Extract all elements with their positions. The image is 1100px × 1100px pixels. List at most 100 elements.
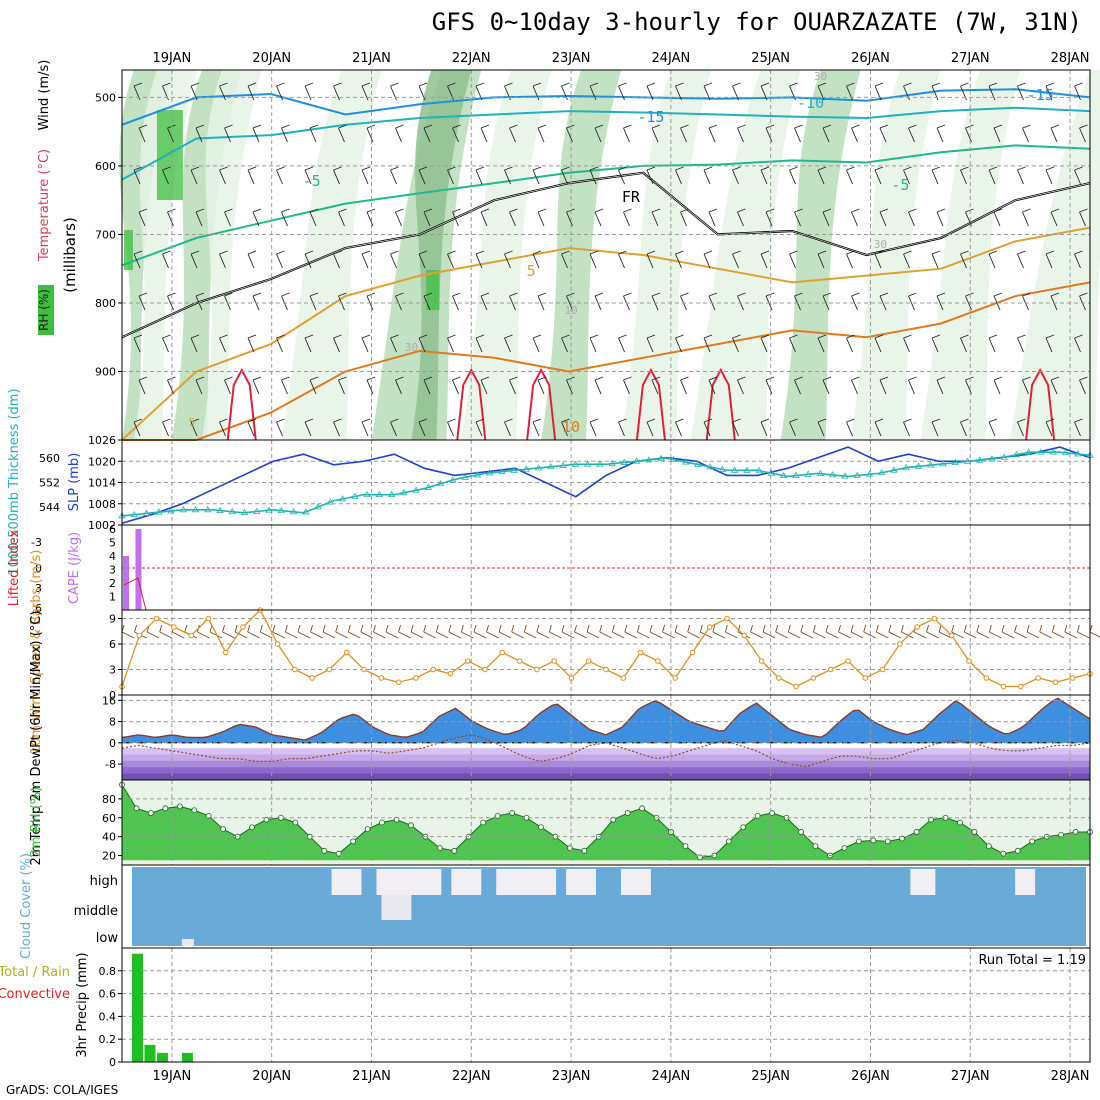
rh2m-point (855, 838, 862, 845)
wind-barb (737, 208, 746, 227)
wind-barb (675, 82, 684, 101)
thickness-tick-label: 544 (39, 501, 60, 514)
rh2m-point (581, 847, 588, 854)
warm-isotherm (705, 367, 736, 441)
wind10-barb (574, 624, 587, 639)
wind-barb (874, 250, 884, 269)
wind-barb (195, 208, 205, 227)
thickness-marker (326, 498, 335, 505)
cloud-gap-high (331, 869, 362, 895)
wind10-speed-line (121, 608, 1091, 688)
thickness-marker (657, 454, 665, 462)
wind-barb (361, 334, 371, 353)
wind-barb (452, 292, 461, 311)
thickness-tick-label: 560 (39, 452, 60, 465)
wind-barb (504, 418, 513, 437)
wind-barb (395, 208, 404, 227)
wind10-barb (624, 624, 638, 639)
rh2m-point (1029, 838, 1036, 845)
wind10-point (413, 675, 419, 681)
wind10-point (948, 632, 955, 639)
thickness-marker (191, 506, 200, 513)
wind-barb (252, 208, 262, 227)
rh-legend-swatch (38, 285, 54, 335)
wind-barb (1017, 334, 1026, 353)
wind-barb (675, 334, 684, 353)
wind-barb (817, 166, 827, 185)
precip-total-legend: Total / Rain (0, 965, 70, 980)
thickness-marker (314, 503, 322, 510)
wind-barb (589, 418, 599, 437)
wind-barb (651, 376, 661, 395)
contour-label: 5 (189, 416, 196, 429)
slp-tick-label: 1008 (88, 498, 116, 511)
precip-tick-label: 0.8 (99, 965, 117, 978)
thickness-marker (400, 488, 408, 496)
wind10-point (136, 632, 143, 639)
bottom-date-tick: 20JAN (252, 1069, 291, 1084)
cloud-axis-label: Cloud Cover (%) (19, 853, 34, 959)
rh2m-point (725, 838, 732, 845)
wind10-barb (385, 624, 399, 639)
rh2m-point (335, 850, 342, 857)
wind10-barb (976, 624, 990, 639)
cloud-level-label: high (90, 874, 118, 889)
wind-barb (879, 292, 889, 311)
wind-barb (993, 124, 1003, 143)
wind-barb (1074, 418, 1083, 437)
wind-barb (304, 418, 314, 437)
cloud-level-label: middle (74, 904, 118, 919)
thickness-marker (265, 506, 273, 513)
wind10-barb (511, 624, 524, 639)
cloud-gap-low (181, 939, 194, 946)
wind-barb (879, 124, 889, 143)
wind10-barb (787, 624, 801, 639)
wind10-barb (1039, 624, 1052, 639)
wind-barb (475, 166, 485, 185)
thickness-marker (179, 506, 187, 513)
contour-label: 30 (874, 238, 887, 251)
wind-barb (931, 166, 941, 185)
bottom-date-tick: 26JAN (851, 1069, 890, 1084)
wind10-barb (536, 624, 550, 639)
wind-barb (138, 292, 148, 311)
wind-barb (423, 376, 433, 395)
wind-barb (447, 250, 456, 269)
wind-barb (190, 250, 200, 269)
slp-tick-label: 1026 (88, 434, 116, 447)
wind10-point (1069, 675, 1076, 681)
wind-barb (1045, 418, 1055, 437)
thickness-marker (755, 466, 763, 474)
wind10-barb (712, 624, 726, 639)
wind-barb (276, 418, 285, 437)
wind10-point (983, 675, 990, 681)
top-date-tick: 23JAN (552, 51, 591, 66)
thickness-marker (375, 490, 384, 498)
wind-barb (566, 376, 575, 395)
thickness-marker (142, 509, 151, 516)
thickness-marker (461, 473, 469, 480)
wind-barb (822, 208, 832, 227)
wind-barb (680, 124, 689, 143)
wind-barb (475, 334, 485, 353)
wind10-barb (838, 624, 851, 639)
rh2m-point (133, 805, 140, 812)
thickness-marker (914, 462, 923, 469)
wind-barb (537, 124, 547, 143)
cloud-level-label: low (96, 931, 119, 946)
thickness-marker (730, 466, 739, 473)
pressure-tick-label: 900 (95, 365, 116, 378)
wind-barb (908, 124, 917, 143)
contour-label: FR (622, 188, 641, 206)
precip-tick-label: 0.4 (99, 1010, 117, 1023)
thickness-marker (510, 466, 518, 473)
wind10-point (1035, 675, 1041, 681)
wind10-barb (988, 624, 1002, 639)
bottom-date-tick: 21JAN (352, 1069, 391, 1084)
cloud-gap-high (910, 869, 936, 895)
cloud-gap-high (496, 869, 557, 895)
wind10-barb (1089, 624, 1100, 638)
rh2m-point (408, 822, 414, 829)
wind-barb (732, 334, 741, 353)
rh2m-point (480, 819, 487, 826)
